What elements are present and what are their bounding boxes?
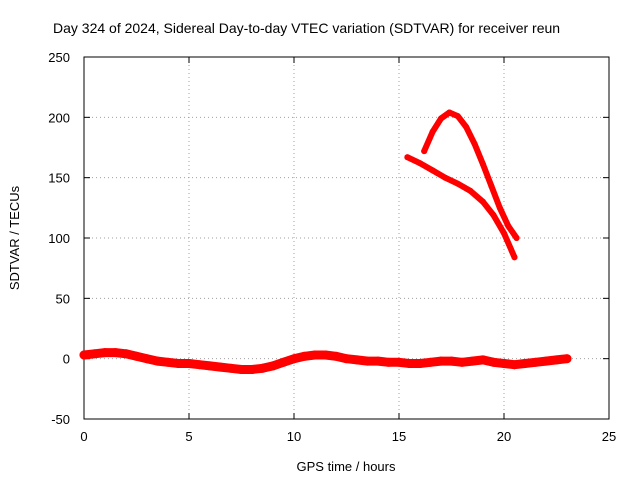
data-point <box>454 180 461 187</box>
data-point <box>496 204 503 211</box>
data-point <box>310 350 320 360</box>
data-point <box>480 161 486 168</box>
data-point <box>205 361 215 371</box>
data-point <box>174 359 183 368</box>
x-tick-label: 0 <box>80 429 87 444</box>
x-axis-label: GPS time / hours <box>297 459 396 474</box>
data-point <box>79 350 89 360</box>
data-point <box>467 187 474 194</box>
data-point <box>520 359 530 368</box>
series-baseline <box>79 348 572 374</box>
data-point <box>384 357 393 367</box>
data-point <box>363 356 372 366</box>
data-point <box>415 359 425 368</box>
data-point <box>429 167 436 174</box>
data-point <box>247 365 257 374</box>
y-tick-label: 50 <box>56 291 70 306</box>
data-point <box>447 356 456 366</box>
y-tick-label: -50 <box>51 412 70 427</box>
data-point <box>394 357 404 367</box>
data-point <box>405 359 414 368</box>
x-tick-label: 25 <box>602 429 616 444</box>
data-point <box>90 349 99 359</box>
series-upper-arc <box>421 109 520 241</box>
data-point <box>510 360 519 370</box>
data-point <box>111 348 120 358</box>
data-point <box>195 360 204 370</box>
x-tick-label: 10 <box>287 429 301 444</box>
data-point <box>454 113 461 120</box>
data-point <box>478 355 488 365</box>
data-point <box>480 198 486 205</box>
data-point <box>289 354 299 364</box>
data-point <box>471 140 478 147</box>
data-point <box>438 115 444 122</box>
x-tick-label: 15 <box>392 429 406 444</box>
data-point <box>501 230 507 237</box>
data-point <box>237 365 246 374</box>
data-point <box>100 348 110 358</box>
data-point <box>321 350 330 360</box>
data-point <box>153 356 162 366</box>
data-point <box>429 128 436 135</box>
y-tick-label: 250 <box>48 50 70 65</box>
data-point <box>552 355 561 365</box>
data-point <box>331 351 341 361</box>
data-point <box>417 160 423 167</box>
data-point <box>352 355 362 365</box>
y-tick-label: 0 <box>63 352 70 367</box>
data-point <box>226 363 236 373</box>
data-point <box>142 354 152 364</box>
data-point <box>436 356 446 366</box>
data-point <box>268 361 278 371</box>
data-point <box>513 235 520 241</box>
data-point <box>511 254 518 261</box>
data-point <box>258 363 267 373</box>
data-point <box>342 354 351 364</box>
data-point <box>490 212 497 219</box>
y-tick-label: 150 <box>48 171 70 186</box>
data-point <box>531 357 540 367</box>
data-point <box>300 351 309 361</box>
data-point <box>404 154 411 161</box>
data-point <box>184 359 194 368</box>
data-point <box>421 148 428 155</box>
data-point <box>132 351 141 361</box>
series-lower-arc <box>404 154 518 261</box>
data-point <box>442 174 449 181</box>
data-point <box>463 124 470 130</box>
x-tick-label: 5 <box>185 429 192 444</box>
data-point <box>489 357 498 367</box>
data-point <box>216 362 225 372</box>
y-tick-label: 100 <box>48 231 70 246</box>
data-point <box>468 356 477 366</box>
series-group <box>79 109 572 374</box>
series-line <box>404 154 518 261</box>
y-tick-label: 200 <box>48 110 70 125</box>
chart-title: Day 324 of 2024, Sidereal Day-to-day VTE… <box>53 20 560 36</box>
data-point <box>373 356 383 366</box>
data-point <box>541 356 551 366</box>
data-point <box>426 357 435 367</box>
data-point <box>499 359 509 368</box>
data-point <box>505 222 512 229</box>
data-point <box>446 109 453 116</box>
x-tick-label: 20 <box>497 429 511 444</box>
axis-ticks: 0 5 10 15 20 25 -50 0 50 100 150 200 250 <box>48 50 616 444</box>
data-point <box>457 357 467 367</box>
data-point <box>562 354 572 364</box>
data-point <box>121 349 131 359</box>
data-point <box>279 357 288 367</box>
data-point <box>488 183 495 190</box>
y-axis-label: SDTVAR / TECUs <box>7 185 22 290</box>
data-point <box>163 357 173 367</box>
